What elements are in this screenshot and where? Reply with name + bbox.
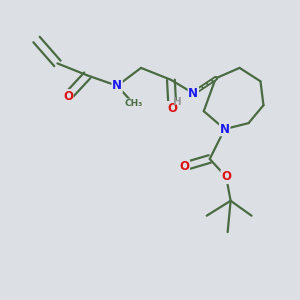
Text: O: O [63,90,73,103]
Text: O: O [221,170,231,183]
Text: N: N [188,87,198,100]
Text: O: O [167,102,177,115]
Text: O: O [179,160,189,173]
Text: N: N [220,123,230,136]
Text: N: N [112,79,122,92]
Text: H: H [172,97,181,106]
Text: CH₃: CH₃ [124,99,143,108]
